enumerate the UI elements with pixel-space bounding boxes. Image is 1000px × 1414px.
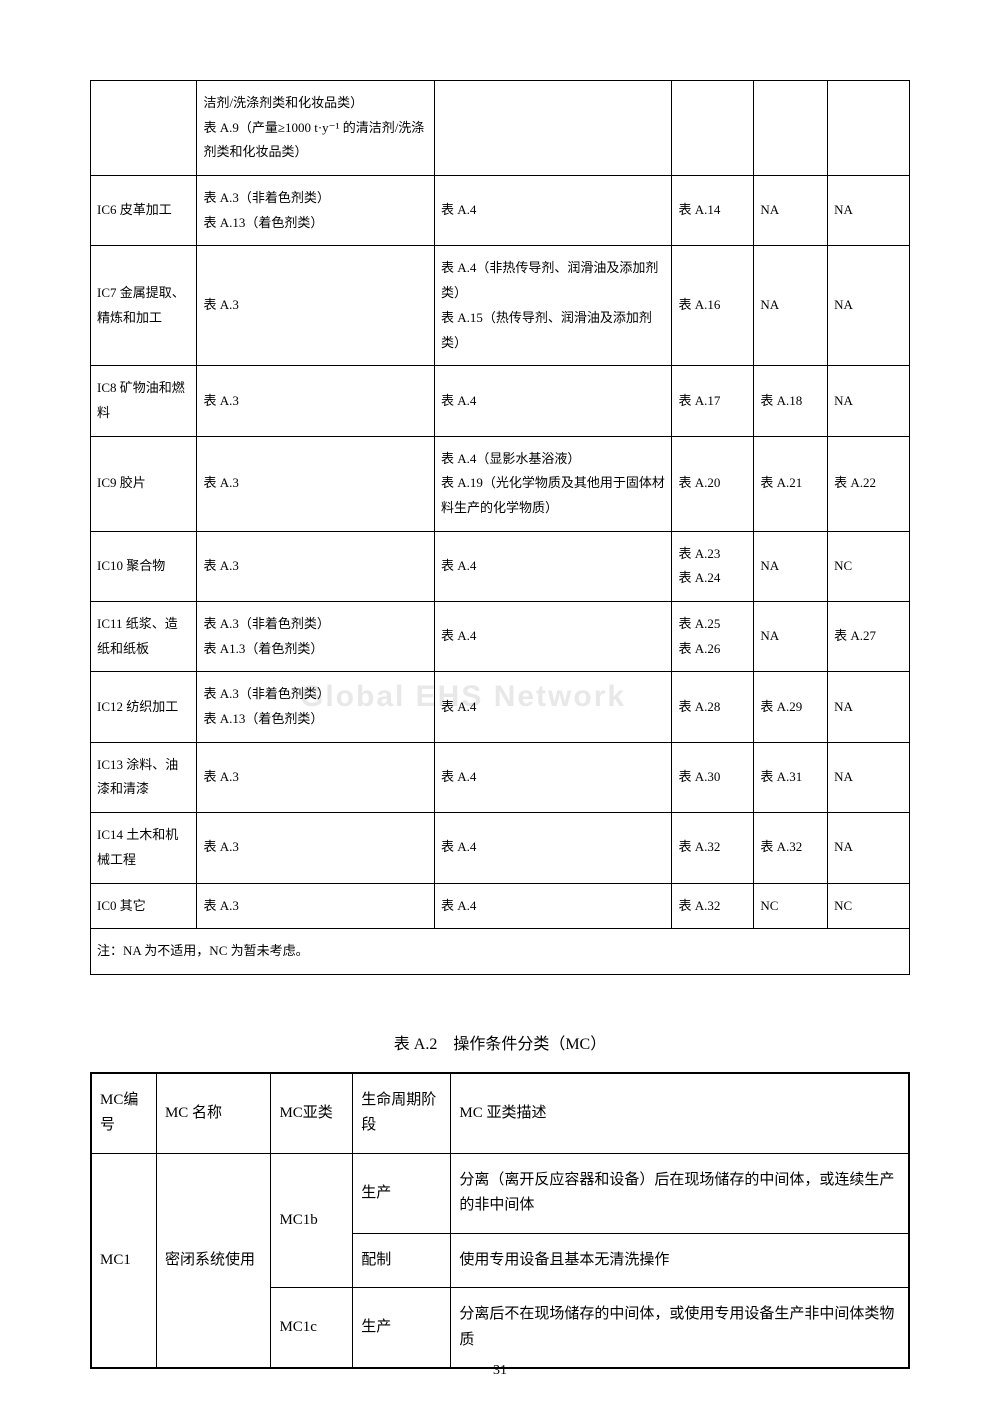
cell: NC [828, 531, 910, 601]
cell: 表 A.21 [754, 436, 828, 531]
cell [754, 81, 828, 176]
cell: 表 A.22 [828, 436, 910, 531]
table-header-row: MC编号 MC 名称 MC亚类 生命周期阶段 MC 亚类描述 [91, 1073, 909, 1154]
cell: 分离后不在现场储存的中间体，或使用专用设备生产非中间体类物质 [451, 1288, 909, 1369]
cell: 表 A.29 [754, 672, 828, 742]
table-row: 洁剂/洗涤剂类和化妆品类） 表 A.9（产量≥1000 t·y⁻¹ 的清洁剂/洗… [91, 81, 910, 176]
cell: 表 A.32 [754, 813, 828, 883]
header-cell: MC 名称 [156, 1073, 271, 1154]
cell: 表 A.23 表 A.24 [672, 531, 754, 601]
cell: 配制 [353, 1233, 451, 1288]
cell: IC0 其它 [91, 883, 197, 929]
cell: NA [754, 531, 828, 601]
cell: NA [754, 176, 828, 246]
cell: 表 A.3 [197, 436, 435, 531]
table-a2: MC编号 MC 名称 MC亚类 生命周期阶段 MC 亚类描述 MC1 密闭系统使… [90, 1072, 910, 1370]
cell: 表 A.4 [434, 531, 672, 601]
table-row: MC1 密闭系统使用 MC1b 生产 分离（离开反应容器和设备）后在现场储存的中… [91, 1153, 909, 1233]
table-row: IC11 纸浆、造纸和纸板 表 A.3（非着色剂类） 表 A1.3（着色剂类） … [91, 602, 910, 672]
cell: 表 A.30 [672, 742, 754, 812]
cell: 表 A.4 [434, 883, 672, 929]
table-a2-title: 表 A.2 操作条件分类（MC） [90, 1030, 910, 1054]
cell: NC [828, 883, 910, 929]
cell: NA [828, 813, 910, 883]
cell: IC10 聚合物 [91, 531, 197, 601]
cell: MC1b [271, 1153, 353, 1288]
table-row: IC14 土木和机械工程 表 A.3 表 A.4 表 A.32 表 A.32 N… [91, 813, 910, 883]
cell: 表 A.3 [197, 531, 435, 601]
cell: 使用专用设备且基本无清洗操作 [451, 1233, 909, 1288]
cell: 表 A.32 [672, 813, 754, 883]
cell: NA [754, 246, 828, 366]
cell: IC11 纸浆、造纸和纸板 [91, 602, 197, 672]
cell: NA [828, 742, 910, 812]
cell: 表 A.18 [754, 366, 828, 436]
header-cell: MC 亚类描述 [451, 1073, 909, 1154]
cell [91, 81, 197, 176]
cell: IC6 皮革加工 [91, 176, 197, 246]
cell: NA [828, 176, 910, 246]
cell: MC1c [271, 1288, 353, 1369]
cell: 表 A.4 [434, 602, 672, 672]
cell: 表 A.3（非着色剂类） 表 A1.3（着色剂类） [197, 602, 435, 672]
table-a1-continued: 洁剂/洗涤剂类和化妆品类） 表 A.9（产量≥1000 t·y⁻¹ 的清洁剂/洗… [90, 80, 910, 975]
cell: NA [828, 366, 910, 436]
cell: 表 A.32 [672, 883, 754, 929]
cell: IC9 胶片 [91, 436, 197, 531]
cell: 表 A.4（非热传导剂、润滑油及添加剂类） 表 A.15（热传导剂、润滑油及添加… [434, 246, 672, 366]
table-row: IC8 矿物油和燃料 表 A.3 表 A.4 表 A.17 表 A.18 NA [91, 366, 910, 436]
table-row: IC7 金属提取、精炼和加工 表 A.3 表 A.4（非热传导剂、润滑油及添加剂… [91, 246, 910, 366]
header-cell: MC编号 [91, 1073, 156, 1154]
cell: 表 A.4 [434, 366, 672, 436]
cell: 表 A.4 [434, 176, 672, 246]
table-note: 注：NA 为不适用，NC 为暂未考虑。 [91, 929, 910, 975]
cell: 表 A.14 [672, 176, 754, 246]
header-cell: MC亚类 [271, 1073, 353, 1154]
table-row: IC0 其它 表 A.3 表 A.4 表 A.32 NC NC [91, 883, 910, 929]
cell: 洁剂/洗涤剂类和化妆品类） 表 A.9（产量≥1000 t·y⁻¹ 的清洁剂/洗… [197, 81, 435, 176]
cell [828, 81, 910, 176]
cell: 表 A.3 [197, 883, 435, 929]
cell: 表 A.31 [754, 742, 828, 812]
cell: 生产 [353, 1288, 451, 1369]
cell: NC [754, 883, 828, 929]
cell: 表 A.20 [672, 436, 754, 531]
table-row: IC6 皮革加工 表 A.3（非着色剂类） 表 A.13（着色剂类） 表 A.4… [91, 176, 910, 246]
cell: 表 A.28 [672, 672, 754, 742]
header-cell: 生命周期阶段 [353, 1073, 451, 1154]
cell: NA [754, 602, 828, 672]
cell [672, 81, 754, 176]
cell: 表 A.27 [828, 602, 910, 672]
cell: 表 A.3（非着色剂类） 表 A.13（着色剂类） [197, 176, 435, 246]
cell: 表 A.3 [197, 246, 435, 366]
cell [434, 81, 672, 176]
cell: NA [828, 246, 910, 366]
cell: 密闭系统使用 [156, 1153, 271, 1368]
cell: IC12 纺织加工 [91, 672, 197, 742]
table-note-row: 注：NA 为不适用，NC 为暂未考虑。 [91, 929, 910, 975]
cell: 表 A.4（显影水基浴液） 表 A.19（光化学物质及其他用于固体材料生产的化学… [434, 436, 672, 531]
cell: 分离（离开反应容器和设备）后在现场储存的中间体，或连续生产的非中间体 [451, 1153, 909, 1233]
table-row: IC13 涂料、油漆和清漆 表 A.3 表 A.4 表 A.30 表 A.31 … [91, 742, 910, 812]
cell: 表 A.4 [434, 742, 672, 812]
cell: IC8 矿物油和燃料 [91, 366, 197, 436]
cell: IC13 涂料、油漆和清漆 [91, 742, 197, 812]
table-row: IC10 聚合物 表 A.3 表 A.4 表 A.23 表 A.24 NA NC [91, 531, 910, 601]
table-row: IC9 胶片 表 A.3 表 A.4（显影水基浴液） 表 A.19（光化学物质及… [91, 436, 910, 531]
cell: 表 A.17 [672, 366, 754, 436]
cell: 表 A.25 表 A.26 [672, 602, 754, 672]
cell: NA [828, 672, 910, 742]
cell: 表 A.3 [197, 742, 435, 812]
cell: 表 A.3 [197, 366, 435, 436]
cell: IC7 金属提取、精炼和加工 [91, 246, 197, 366]
table-row: IC12 纺织加工 表 A.3（非着色剂类） 表 A.13（着色剂类） 表 A.… [91, 672, 910, 742]
cell: 表 A.16 [672, 246, 754, 366]
cell: IC14 土木和机械工程 [91, 813, 197, 883]
cell: MC1 [91, 1153, 156, 1368]
cell: 表 A.4 [434, 672, 672, 742]
cell: 表 A.4 [434, 813, 672, 883]
cell: 生产 [353, 1153, 451, 1233]
cell: 表 A.3（非着色剂类） 表 A.13（着色剂类） [197, 672, 435, 742]
cell: 表 A.3 [197, 813, 435, 883]
